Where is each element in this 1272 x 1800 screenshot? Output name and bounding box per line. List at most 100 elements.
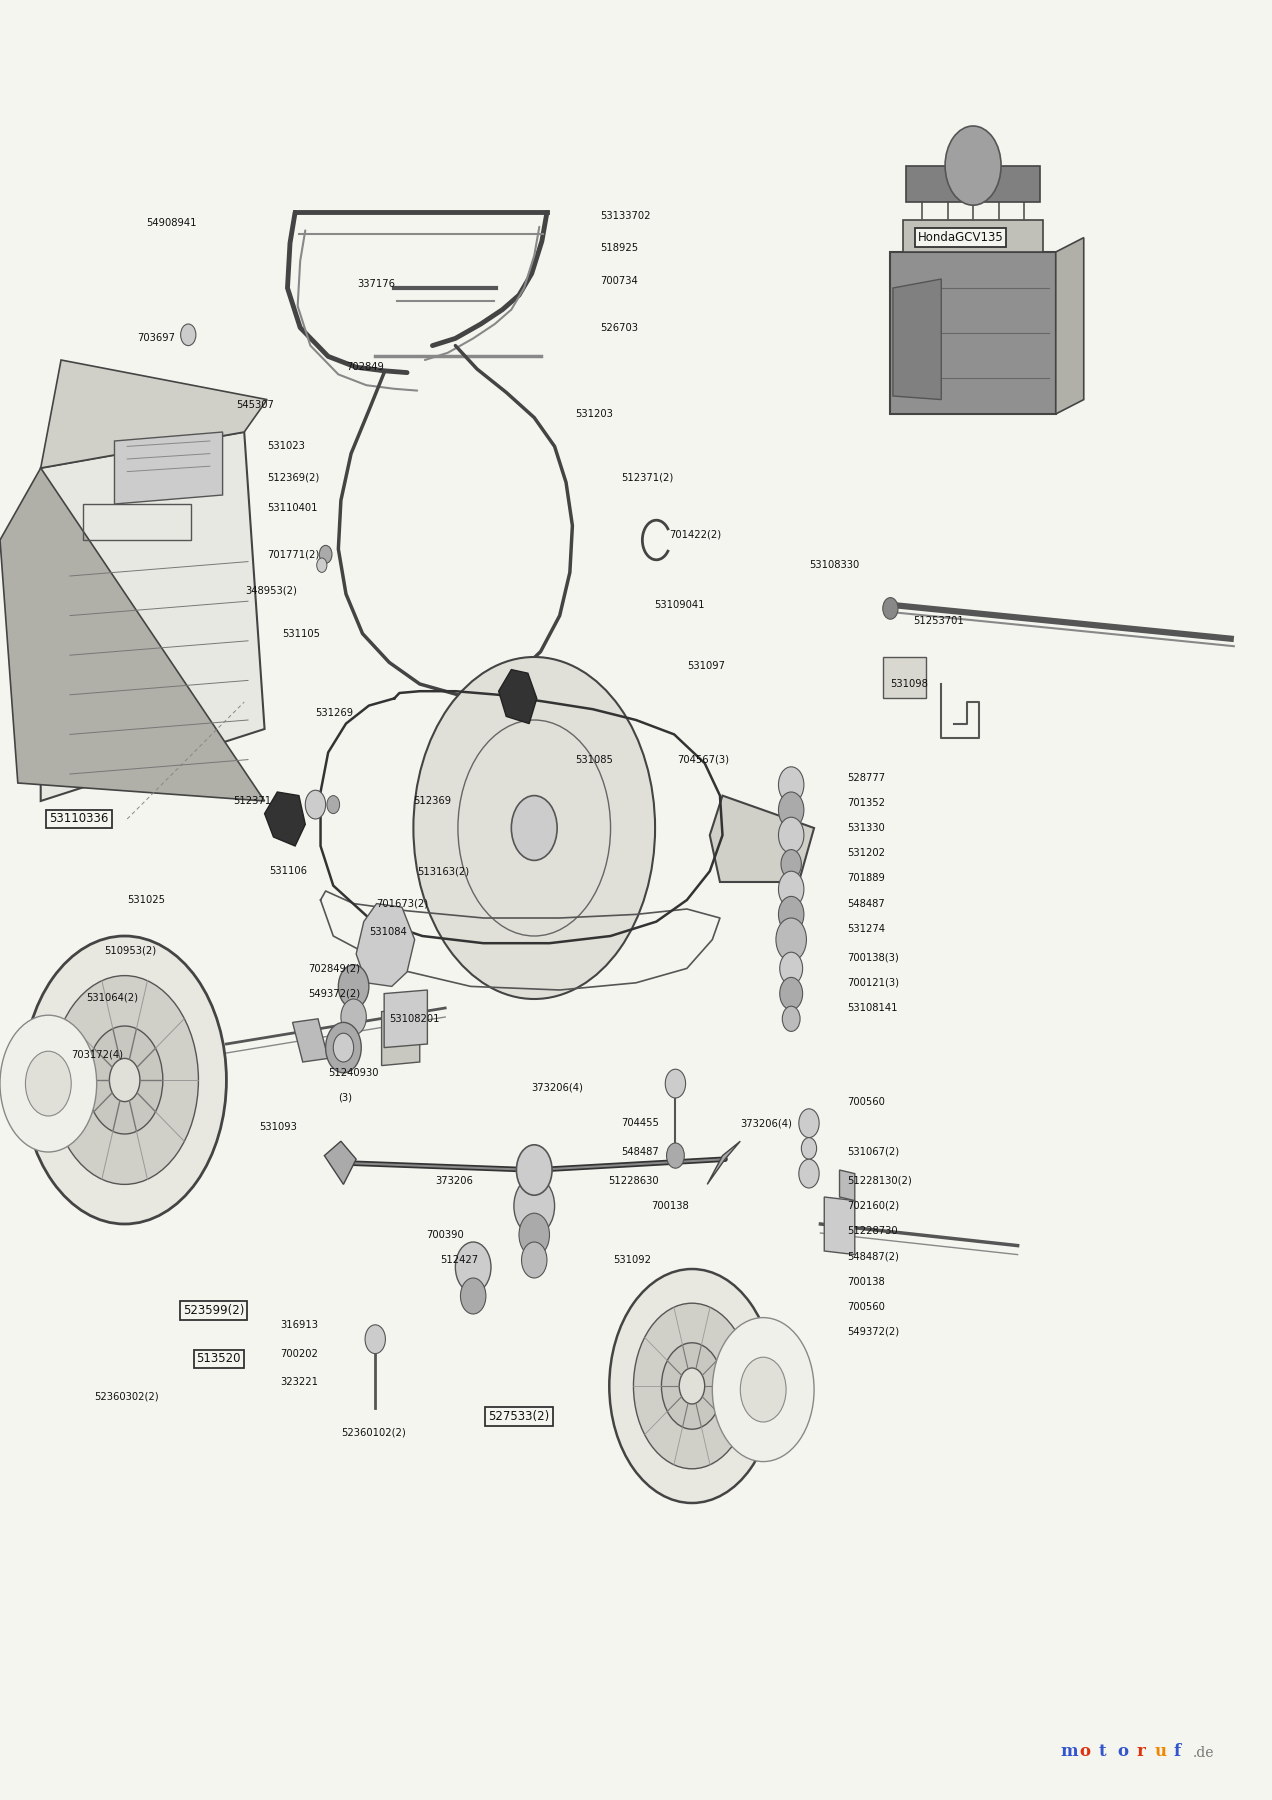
Text: r: r	[1136, 1744, 1145, 1760]
Circle shape	[778, 896, 804, 932]
Text: 531105: 531105	[282, 628, 321, 639]
Text: 700138: 700138	[847, 1276, 885, 1287]
Circle shape	[86, 1026, 163, 1134]
Text: 51240930: 51240930	[328, 1067, 379, 1078]
Circle shape	[326, 1022, 361, 1073]
Text: HondaGCV135: HondaGCV135	[917, 230, 1004, 245]
Polygon shape	[707, 1141, 740, 1184]
Polygon shape	[499, 670, 537, 724]
Polygon shape	[41, 432, 265, 801]
Text: 531098: 531098	[890, 679, 929, 689]
Circle shape	[519, 1213, 550, 1256]
Polygon shape	[1056, 238, 1084, 414]
Circle shape	[338, 965, 369, 1008]
Circle shape	[661, 1343, 722, 1429]
Text: 512427: 512427	[440, 1255, 478, 1265]
Text: 523599(2): 523599(2)	[183, 1303, 244, 1318]
Text: 510953(2): 510953(2)	[104, 945, 156, 956]
Circle shape	[883, 598, 898, 619]
Circle shape	[333, 1033, 354, 1062]
Circle shape	[780, 952, 803, 985]
Circle shape	[317, 558, 327, 572]
Text: 700734: 700734	[600, 275, 639, 286]
Text: 548487(2): 548487(2)	[847, 1251, 899, 1262]
Text: m: m	[1061, 1744, 1079, 1760]
Polygon shape	[883, 657, 926, 698]
Text: 512369(2): 512369(2)	[267, 472, 319, 482]
Text: 513520: 513520	[197, 1352, 240, 1366]
Circle shape	[778, 871, 804, 907]
Text: 701673(2): 701673(2)	[377, 898, 429, 909]
Circle shape	[0, 1015, 97, 1152]
Text: 548487: 548487	[621, 1147, 659, 1157]
Polygon shape	[265, 792, 305, 846]
Polygon shape	[710, 796, 814, 882]
Text: 703697: 703697	[137, 333, 176, 344]
Circle shape	[781, 850, 801, 878]
Text: 549372(2): 549372(2)	[847, 1327, 899, 1337]
Text: 701771(2): 701771(2)	[267, 549, 319, 560]
Text: 51228130(2): 51228130(2)	[847, 1175, 912, 1186]
Text: 531085: 531085	[575, 754, 613, 765]
Circle shape	[511, 796, 557, 860]
Text: 700138: 700138	[651, 1201, 689, 1211]
Text: 549372(2): 549372(2)	[308, 988, 360, 999]
Text: 54908941: 54908941	[146, 218, 197, 229]
Circle shape	[51, 976, 198, 1184]
Text: 53108330: 53108330	[809, 560, 860, 571]
Text: 701889: 701889	[847, 873, 885, 884]
Text: 513163(2): 513163(2)	[417, 866, 469, 877]
Text: 337176: 337176	[357, 279, 396, 290]
Text: 700121(3): 700121(3)	[847, 977, 899, 988]
Circle shape	[327, 796, 340, 814]
Text: 700560: 700560	[847, 1301, 885, 1312]
Text: 53108141: 53108141	[847, 1003, 898, 1013]
Circle shape	[455, 1242, 491, 1292]
Text: 531330: 531330	[847, 823, 885, 833]
Circle shape	[801, 1138, 817, 1159]
Text: 526703: 526703	[600, 322, 639, 333]
Text: 531023: 531023	[267, 441, 305, 452]
Polygon shape	[293, 1019, 328, 1062]
Circle shape	[609, 1269, 775, 1503]
Circle shape	[522, 1242, 547, 1278]
Polygon shape	[840, 1170, 855, 1201]
Circle shape	[633, 1303, 750, 1469]
Circle shape	[413, 657, 655, 999]
Text: 373206(4): 373206(4)	[740, 1118, 792, 1129]
Polygon shape	[903, 220, 1043, 252]
Text: 53109041: 53109041	[654, 599, 705, 610]
Circle shape	[23, 936, 226, 1224]
Circle shape	[516, 1145, 552, 1195]
Polygon shape	[906, 166, 1040, 202]
Text: 531274: 531274	[847, 923, 885, 934]
Circle shape	[25, 1051, 71, 1116]
Text: o: o	[1117, 1744, 1128, 1760]
Text: 701352: 701352	[847, 797, 885, 808]
Text: 702160(2): 702160(2)	[847, 1201, 899, 1211]
Circle shape	[514, 1177, 555, 1235]
Circle shape	[740, 1357, 786, 1422]
Text: 52360102(2): 52360102(2)	[341, 1427, 406, 1438]
Circle shape	[778, 817, 804, 853]
Text: 700202: 700202	[280, 1348, 318, 1359]
Text: 548487: 548487	[847, 898, 885, 909]
Text: f: f	[1174, 1744, 1180, 1760]
Circle shape	[945, 126, 1001, 205]
Circle shape	[667, 1143, 684, 1168]
Text: 52360302(2): 52360302(2)	[94, 1391, 159, 1402]
Text: 531025: 531025	[127, 895, 165, 905]
Text: 531202: 531202	[847, 848, 885, 859]
Circle shape	[305, 790, 326, 819]
Circle shape	[799, 1109, 819, 1138]
Text: 51253701: 51253701	[913, 616, 964, 626]
Text: u: u	[1155, 1744, 1168, 1760]
Text: 531203: 531203	[575, 409, 613, 419]
Polygon shape	[384, 990, 427, 1048]
Text: 531092: 531092	[613, 1255, 651, 1265]
Text: 53108201: 53108201	[389, 1013, 440, 1024]
Polygon shape	[41, 360, 267, 468]
Text: 323221: 323221	[280, 1377, 318, 1388]
Text: 531106: 531106	[270, 866, 308, 877]
Text: 528777: 528777	[847, 772, 885, 783]
